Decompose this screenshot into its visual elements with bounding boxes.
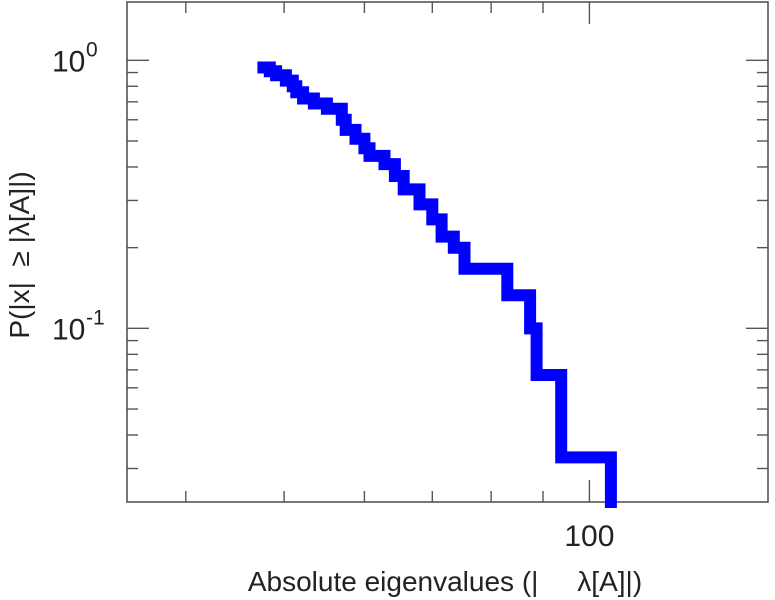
svg-text:0: 0: [86, 38, 98, 61]
svg-text:10: 10: [52, 45, 85, 78]
y-axis-title: P(|x| ≥ |λ[A]|): [4, 171, 35, 338]
y-tick-label: 10 -1: [52, 306, 105, 346]
svg-text:10: 10: [52, 313, 85, 346]
axis-ticks: [127, 2, 768, 502]
x-axis-title: Absolute eigenvalues (| λ[A]|): [248, 566, 642, 597]
x-tick-label: 100: [564, 520, 614, 553]
svg-text:-1: -1: [86, 306, 105, 329]
plot-frame: [126, 1, 769, 503]
y-tick-label: 10 0: [52, 38, 98, 78]
series-0-line: [257, 61, 617, 508]
